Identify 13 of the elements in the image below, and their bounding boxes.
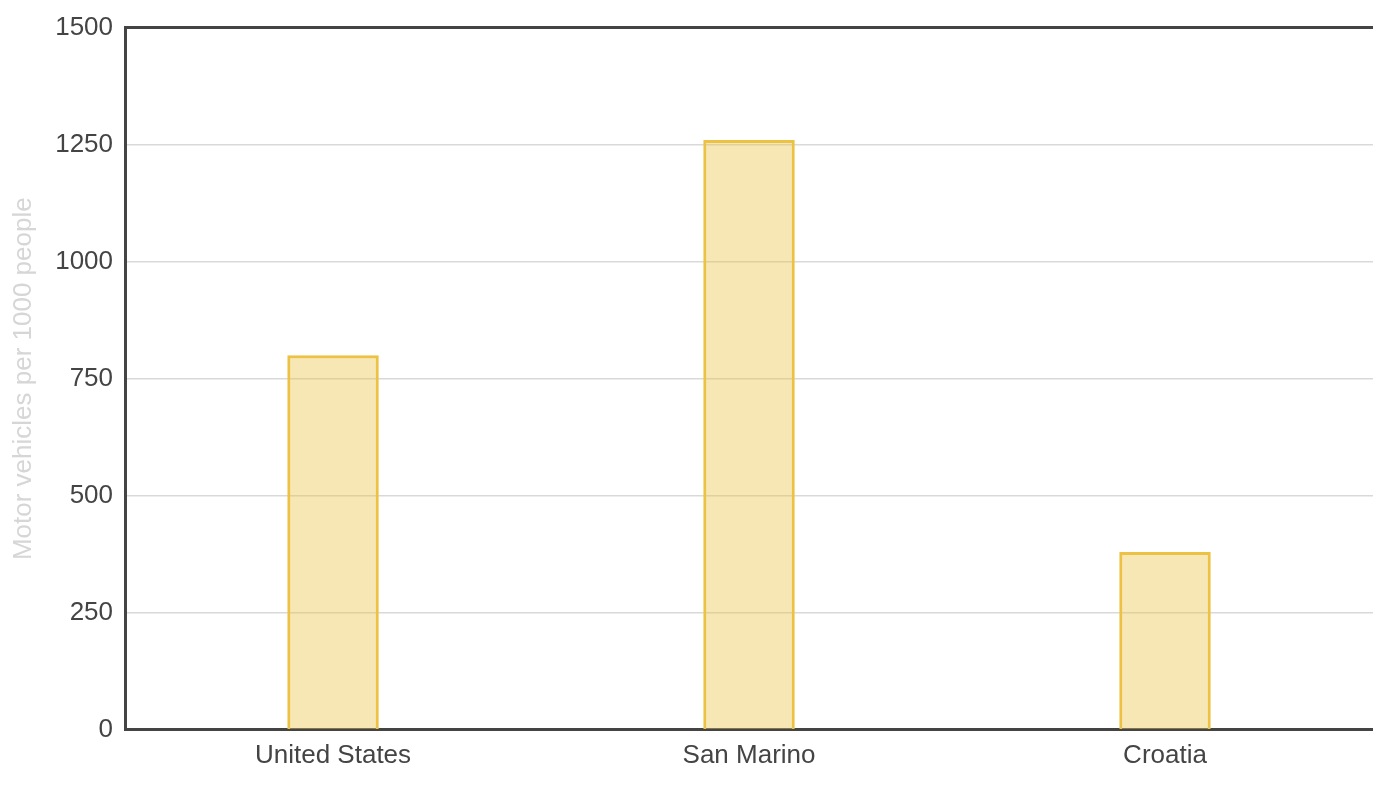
bar (1119, 551, 1211, 730)
y-tick-label: 750 (69, 361, 114, 392)
bar (703, 139, 795, 730)
y-tick-label: 250 (69, 595, 114, 626)
bar (287, 355, 379, 730)
y-tick-label: 1500 (55, 10, 114, 41)
y-tick-label: 500 (69, 478, 114, 509)
y-tick-label: 1000 (55, 244, 114, 275)
x-tick-label: San Marino (682, 738, 816, 769)
y-tick-label: 1250 (55, 127, 114, 158)
x-tick-label: United States (254, 738, 412, 769)
y-tick-label: 0 (98, 712, 114, 743)
x-tick-label: Croatia (1123, 738, 1208, 769)
